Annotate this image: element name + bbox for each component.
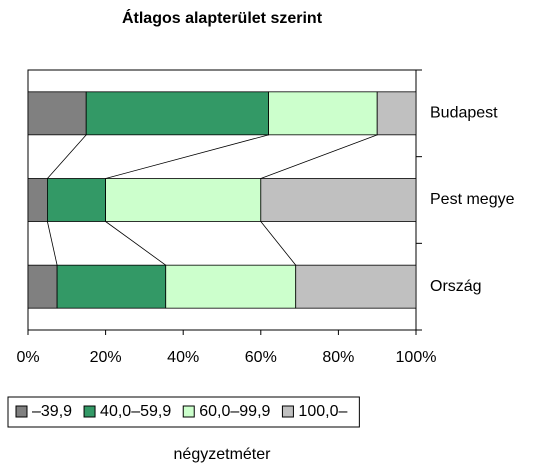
legend-label: 40,0–59,9 [100,403,171,420]
bar-segment [260,178,417,222]
series-line [105,134,269,179]
bar-segment [268,91,378,136]
legend-label: 100,0– [298,403,347,420]
x-tick-label: 60% [245,349,277,366]
legend-label: –39,9 [32,403,72,420]
legend-swatch [15,405,28,418]
bar-segment [27,178,48,222]
legend-swatch [83,405,96,418]
chart-title: Átlagos alapterület szerint [122,8,323,27]
bar-segment [85,91,269,136]
legend-swatch [182,405,195,418]
bar-segment [295,264,417,309]
bar-segment [27,264,58,309]
bar-segment [165,264,297,309]
bar-segment [47,178,107,222]
y-tick-label: Budapest [430,105,498,122]
x-tick-label: 0% [16,349,39,366]
bar-segment [376,91,417,136]
bar-segment [27,91,87,136]
x-tick-label: 80% [322,349,354,366]
series-line [260,134,378,179]
legend-swatch [281,405,294,418]
y-tick-label: Pest megye [430,191,515,208]
series-line [47,134,87,179]
x-tick-label: 40% [167,349,199,366]
x-tick-label: 20% [90,349,122,366]
bar-segment [56,264,167,309]
y-tick-label: Ország [430,278,482,295]
series-line [105,221,166,266]
series-line [47,221,58,266]
legend-title: négyzetméter [174,446,272,463]
series-line [260,221,297,266]
legend-label: 60,0–99,9 [199,403,270,420]
x-tick-label: 100% [396,349,437,366]
legend-frame [7,396,360,428]
bar-segment [105,178,262,222]
